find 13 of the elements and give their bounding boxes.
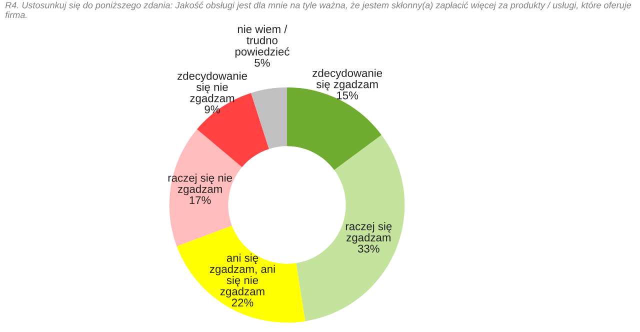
chart-title: R4. Ustosunkuj się do poniższego zdania: Jakość obsługi jest dla mnie na tyle ważna, że jestem skłonny(a) zapłacić więcej za produkty / usługi, które oferuje firma.	[5, 2, 632, 18]
slice-label: raczej się zgadzam	[346, 222, 392, 244]
data-label: 5%	[254, 58, 270, 67]
slice-label: nie wiem / trudno powiedzieć	[235, 24, 290, 58]
slice-label: zdecydowanie się nie zgadzam	[178, 72, 247, 104]
data-label: 17%	[190, 196, 211, 204]
slice-label: ani się zgadzam, ani się nie zgadzam	[210, 254, 275, 298]
data-label: 15%	[337, 92, 358, 100]
data-label: 22%	[232, 298, 254, 306]
slice-label: raczej się nie zgadzam	[168, 174, 232, 196]
data-label: 9%	[204, 105, 220, 114]
data-label: 33%	[358, 244, 380, 253]
slice-label: zdecydowanie się zgadzam	[312, 68, 382, 90]
